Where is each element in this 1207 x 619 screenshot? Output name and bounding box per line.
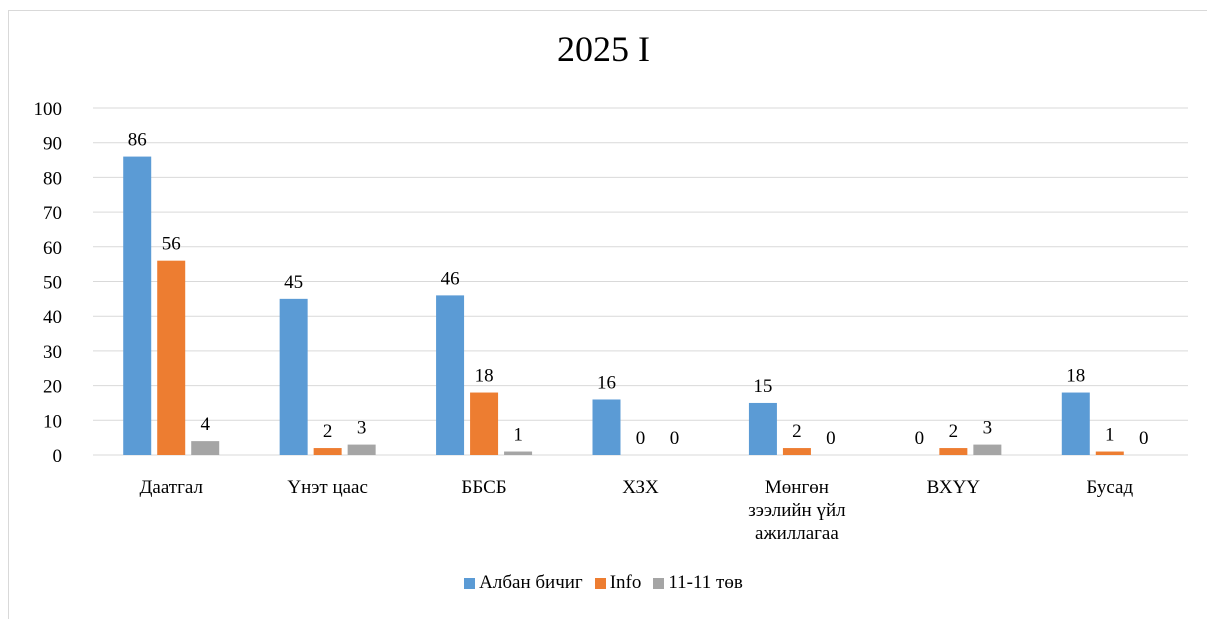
data-labels: 86 45 46 16 15 0 18 56 2 18 0 2 2 1 4 3 1 0 0 3 0 (128, 130, 1149, 449)
data-label: 0 (636, 428, 646, 449)
x-tick-label: Үнэт цаас (287, 477, 368, 498)
data-label: 0 (826, 428, 836, 449)
x-tick-label: Мөнгөн зээлийн үйл ажиллагаа (748, 477, 846, 544)
data-label: 2 (949, 421, 959, 442)
legend-swatch (464, 577, 476, 589)
x-tick-label: ХЗХ (622, 477, 659, 498)
x-tick-label: ВХҮҮ (927, 477, 981, 498)
data-label: 15 (753, 376, 772, 397)
bar (748, 402, 777, 455)
data-label: 2 (792, 421, 802, 442)
bar (973, 444, 1002, 455)
bar (470, 392, 499, 455)
data-label: 2 (323, 421, 333, 442)
y-tick-label: 10 (43, 411, 62, 432)
bar (191, 441, 220, 455)
bar (279, 298, 308, 455)
gridlines (93, 107, 1188, 456)
data-label: 1 (1105, 425, 1115, 446)
data-label: 86 (128, 130, 147, 151)
bar (939, 448, 968, 455)
y-tick-label: 40 (43, 307, 62, 328)
x-tick-label: Даатгал (139, 477, 203, 498)
data-label: 4 (200, 414, 210, 435)
data-label: 18 (1066, 366, 1085, 387)
x-axis-ticks: Даатгал Үнэт цаас ББСБ ХЗХ Мөнгөн зээлийн үйл… (139, 477, 1133, 544)
bar (436, 295, 465, 455)
data-label: 18 (475, 366, 494, 387)
legend-swatch (594, 577, 606, 589)
bar (592, 399, 621, 455)
legend-item: 11-11 төв (653, 572, 743, 594)
y-tick-label: 20 (43, 377, 62, 398)
bar (1095, 451, 1124, 455)
y-tick-label: 30 (43, 342, 62, 363)
bar (347, 444, 376, 455)
y-tick-label: 70 (43, 203, 62, 224)
bars (123, 156, 1124, 455)
legend-label: Info (609, 572, 642, 593)
data-label: 3 (357, 418, 367, 439)
bar (313, 448, 342, 455)
bar (1061, 392, 1090, 455)
y-tick-label: 90 (43, 134, 62, 155)
data-label: 56 (162, 234, 181, 255)
bar (123, 156, 152, 455)
x-tick-label: ББСБ (461, 477, 506, 498)
data-label: 0 (915, 428, 925, 449)
chart-frame (8, 10, 1207, 619)
y-tick-label: 50 (43, 273, 62, 294)
y-tick-label: 60 (43, 238, 62, 259)
y-axis-ticks: 0 10 20 30 40 50 60 70 80 90 100 (34, 99, 63, 467)
data-label: 0 (670, 428, 680, 449)
data-label: 45 (284, 272, 303, 293)
legend: Албан бичиг Info 11-11 төв (0, 572, 1207, 595)
chart-title: 2025 I (557, 29, 650, 69)
y-tick-label: 80 (43, 168, 62, 189)
data-label: 3 (983, 418, 993, 439)
bar (782, 448, 811, 455)
data-label: 16 (597, 372, 616, 393)
x-tick-label: Бусад (1086, 477, 1133, 498)
legend-label: Албан бичиг (479, 572, 583, 593)
y-tick-label: 0 (53, 446, 63, 467)
y-tick-label: 100 (34, 99, 63, 120)
data-label: 46 (441, 268, 460, 289)
legend-item: Албан бичиг (464, 572, 583, 594)
data-label: 1 (513, 425, 523, 446)
bar (157, 260, 186, 455)
bar (504, 451, 533, 455)
legend-label: 11-11 төв (668, 572, 743, 593)
data-label: 0 (1139, 428, 1149, 449)
legend-swatch (653, 577, 665, 589)
legend-item: Info (594, 572, 642, 594)
